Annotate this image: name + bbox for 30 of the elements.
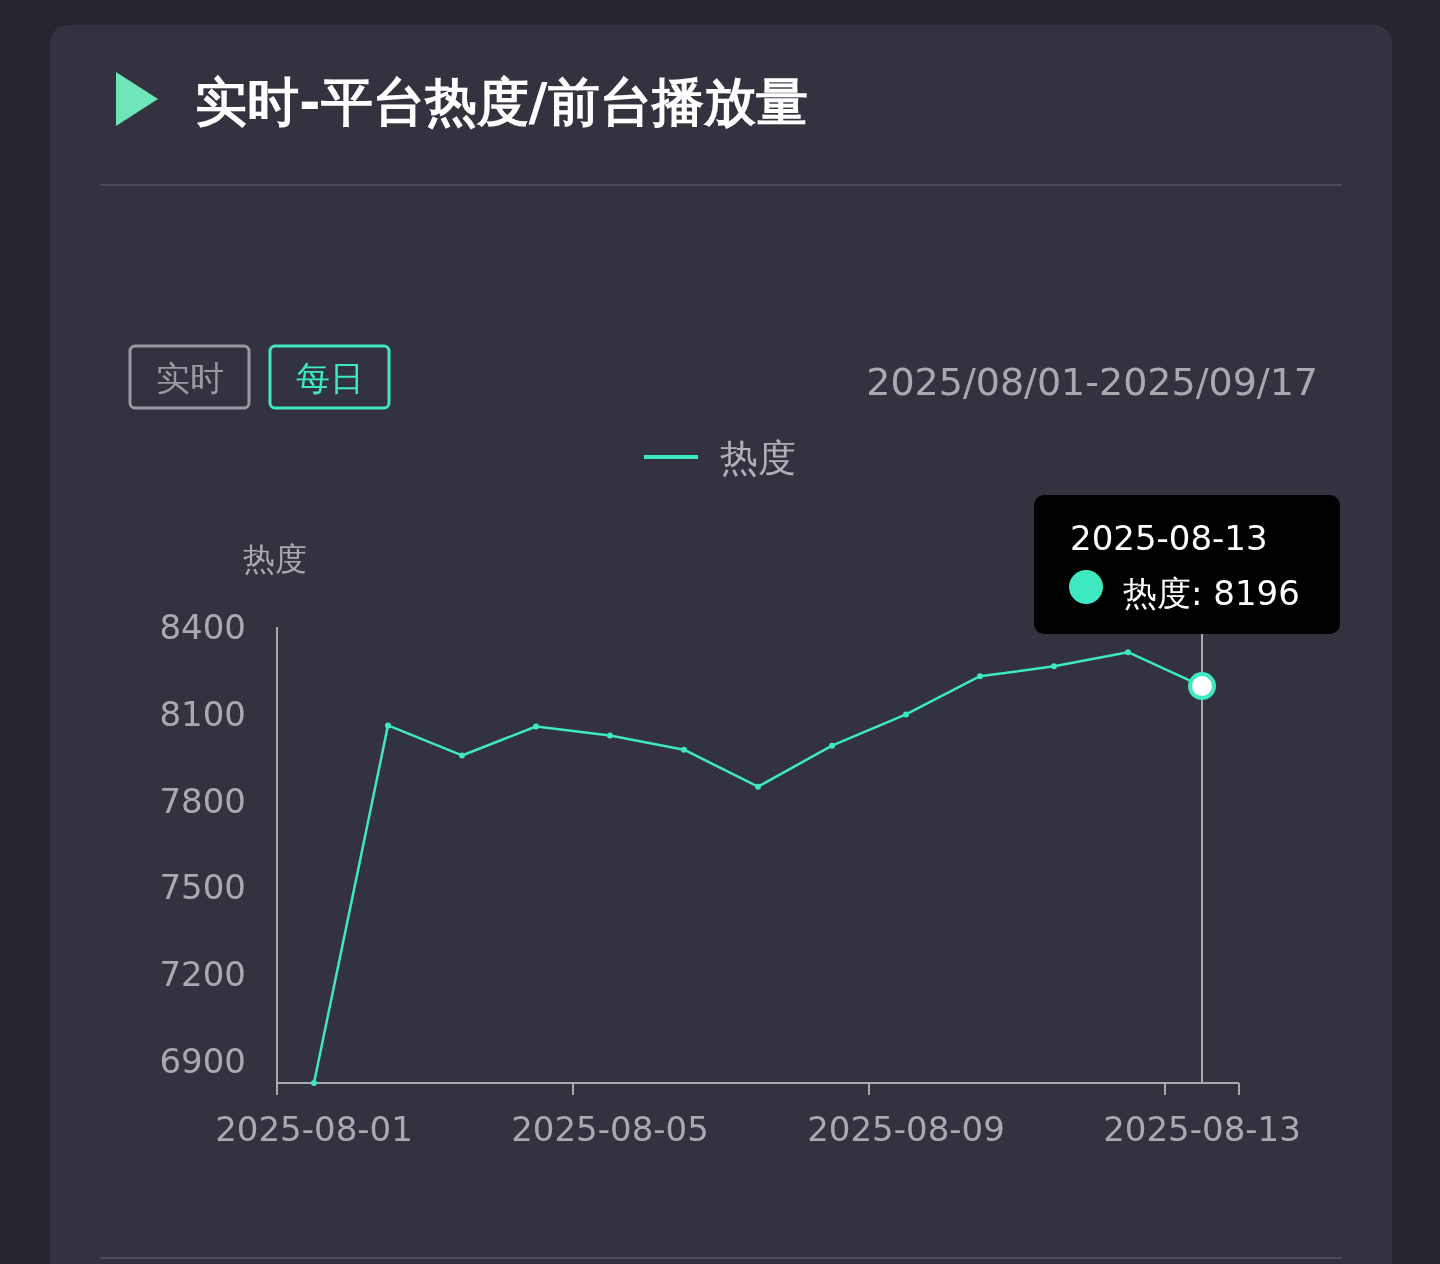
chart-title: 实时-平台热度/前台播放量 [195, 72, 808, 132]
x-tick-label: 2025-08-05 [511, 1109, 709, 1149]
point [311, 1080, 317, 1086]
point [681, 746, 687, 753]
point [533, 723, 539, 730]
point [1051, 663, 1057, 670]
x-tick-label: 2025-08-01 [215, 1109, 413, 1149]
text: 2025-08-13 [1070, 518, 1268, 558]
y-tick-label: 8100 [159, 693, 246, 734]
y-tick-label: 6900 [159, 1041, 246, 1082]
x-tick-label: 2025-08-09 [807, 1109, 1005, 1149]
point [1125, 649, 1131, 656]
toggle-button: 实时 [128, 344, 251, 410]
text: 热度: 8196 [1123, 573, 1300, 613]
point [459, 752, 465, 759]
point [977, 673, 983, 680]
y-tick-label: 8400 [159, 607, 246, 647]
y-tick-label: 7500 [159, 867, 246, 908]
point [829, 742, 835, 749]
x-tick-label: 2025-08-13 [1103, 1109, 1301, 1149]
legend-label: 热度 [720, 436, 796, 480]
chart-subtitle: 2025/08/01-2025/09/17 [866, 360, 1318, 404]
point [385, 722, 391, 729]
point [903, 711, 909, 718]
y-tick-label: 7800 [159, 780, 246, 821]
point [607, 732, 613, 739]
y-axis-title: 热度 [243, 540, 307, 578]
y-tick-label: 7200 [159, 954, 246, 995]
toggle-button: 每日 [268, 344, 391, 410]
point [755, 783, 761, 790]
